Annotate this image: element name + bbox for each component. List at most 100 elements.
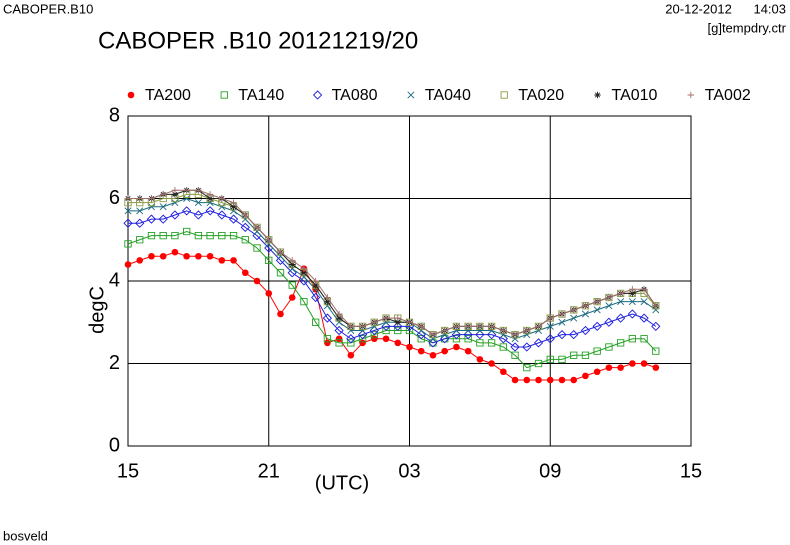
y-tick-label: 8 [109, 104, 120, 126]
legend-label: TA020 [518, 87, 564, 104]
data-point [300, 297, 308, 306]
data-point [206, 252, 214, 260]
data-point [629, 286, 636, 293]
x-tick-label: 03 [398, 460, 420, 482]
data-point [289, 261, 296, 268]
data-point [500, 327, 507, 334]
data-point [322, 313, 333, 323]
data-point [289, 257, 296, 264]
data-point [230, 199, 237, 206]
data-point [593, 347, 601, 355]
data-point [324, 298, 331, 305]
data-point [523, 327, 530, 334]
chart-title: CABOPER .B10 20121219/20 [98, 27, 418, 54]
y-tick-label: 6 [109, 187, 120, 209]
data-point [300, 269, 308, 276]
x-tick-label: 09 [539, 460, 561, 482]
y-tick-label: 4 [109, 269, 120, 291]
data-point [358, 322, 367, 331]
data-point [148, 195, 155, 202]
data-point [218, 195, 226, 202]
data-point [159, 252, 167, 260]
data-point [605, 302, 613, 310]
legend-marker [407, 91, 415, 99]
data-point [253, 224, 261, 231]
data-point [570, 314, 578, 322]
data-point [382, 314, 390, 322]
data-point [522, 342, 532, 352]
data-point [324, 339, 331, 347]
data-point [206, 231, 214, 240]
series-line [127, 230, 657, 369]
data-point [406, 343, 413, 351]
data-point [159, 191, 167, 198]
data-point [523, 363, 531, 372]
y-axis-label: degC [86, 286, 108, 334]
data-point [277, 248, 284, 256]
data-point [382, 326, 390, 335]
data-point [546, 355, 554, 364]
data-point [300, 265, 308, 272]
data-point [382, 335, 390, 343]
data-point [500, 368, 507, 376]
data-point [394, 314, 402, 322]
data-point [124, 261, 132, 268]
data-point [604, 317, 614, 327]
data-point [124, 240, 132, 248]
data-point [240, 222, 250, 233]
data-point [640, 286, 648, 293]
legend-marker [220, 91, 228, 99]
data-point [464, 335, 472, 343]
data-point [453, 343, 460, 351]
data-point [206, 195, 214, 202]
data-point [406, 319, 413, 326]
legend-label: TA002 [705, 87, 751, 104]
data-point [277, 310, 284, 318]
data-point [580, 325, 591, 336]
x-tick-label: 15 [680, 460, 702, 482]
data-point [394, 314, 401, 322]
data-point [570, 376, 578, 384]
data-point [464, 347, 472, 355]
data-point [605, 294, 613, 301]
data-point [148, 252, 155, 260]
data-point [418, 323, 425, 330]
legend-label: TA040 [425, 87, 471, 104]
legend-marker [594, 91, 601, 99]
data-point [535, 376, 542, 384]
data-point [124, 195, 132, 202]
data-point [370, 330, 378, 339]
data-point [627, 309, 637, 319]
header-file: [g]tempdry.ctr [707, 20, 786, 35]
data-point [347, 351, 355, 359]
data-point [640, 335, 648, 343]
data-point [171, 191, 179, 198]
data-point [570, 351, 578, 359]
data-point [628, 289, 637, 298]
data-point [557, 329, 567, 340]
data-point [617, 364, 624, 371]
data-point [253, 244, 261, 252]
data-point [534, 359, 543, 368]
data-point [218, 231, 226, 240]
data-point [651, 321, 661, 332]
data-point [487, 339, 496, 347]
data-point [429, 330, 437, 339]
x-tick-label: 15 [117, 460, 139, 482]
data-point [159, 203, 167, 211]
data-point [652, 302, 660, 309]
series-line [128, 197, 657, 340]
data-point [158, 214, 168, 224]
data-point [605, 343, 613, 351]
data-point [417, 322, 425, 331]
data-point [499, 326, 507, 335]
data-point [335, 310, 343, 318]
data-point [276, 269, 285, 277]
series-line [128, 210, 657, 348]
header-left: CABOPER.B10 [3, 1, 93, 16]
data-point [146, 214, 157, 224]
data-point [323, 335, 332, 343]
data-point [510, 342, 520, 352]
data-point [488, 323, 495, 330]
